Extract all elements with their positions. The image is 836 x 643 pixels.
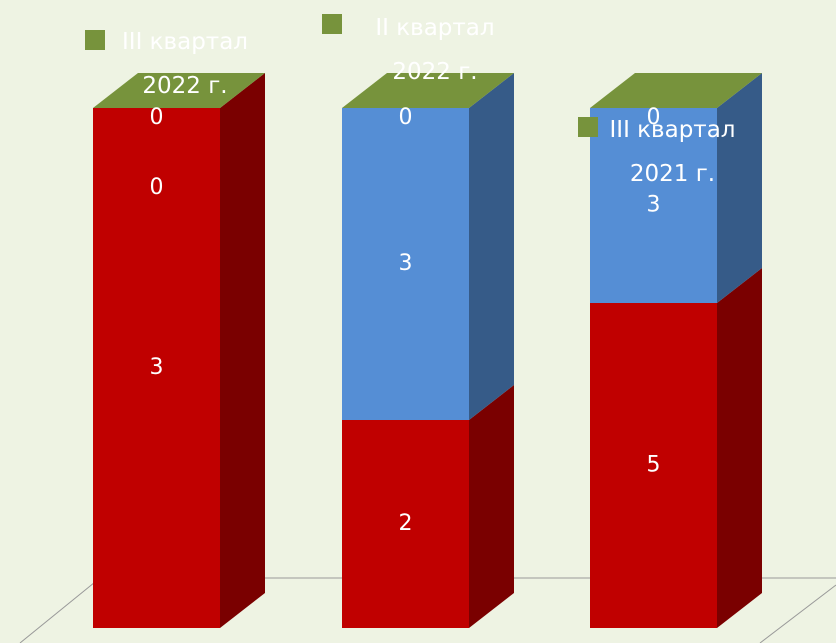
legend-label: III квартал 2021 г. — [609, 117, 736, 187]
data-label: 3 — [647, 193, 661, 218]
bar-segment — [93, 108, 220, 628]
legend-label: II квартал 2022 г. — [375, 15, 495, 85]
bar-side — [717, 73, 762, 303]
floor-edge — [19, 577, 101, 643]
bar-segment — [342, 420, 469, 628]
bar-side — [220, 73, 265, 628]
bar-top — [590, 73, 762, 108]
bar-segment — [590, 108, 717, 303]
data-label: 0 — [150, 105, 164, 130]
data-label: 0 — [399, 105, 413, 130]
bar-side — [469, 385, 514, 628]
bar-top — [93, 73, 265, 108]
bar-segment — [590, 303, 717, 628]
data-label: 5 — [647, 453, 661, 478]
data-label: 0 — [150, 175, 164, 200]
bar-side — [717, 268, 762, 628]
floor-edge — [759, 584, 836, 643]
legend-marker — [85, 30, 105, 50]
legend-label: III квартал 2022 г. — [122, 29, 248, 99]
data-label: 2 — [399, 511, 413, 536]
legend-marker — [578, 117, 598, 137]
bar-top — [342, 73, 514, 108]
legend-marker — [322, 14, 342, 34]
bar-segment — [342, 108, 469, 420]
data-label: 3 — [150, 355, 164, 380]
data-label: 0 — [647, 105, 661, 130]
data-label: 3 — [399, 251, 413, 276]
bar-side — [469, 73, 514, 420]
